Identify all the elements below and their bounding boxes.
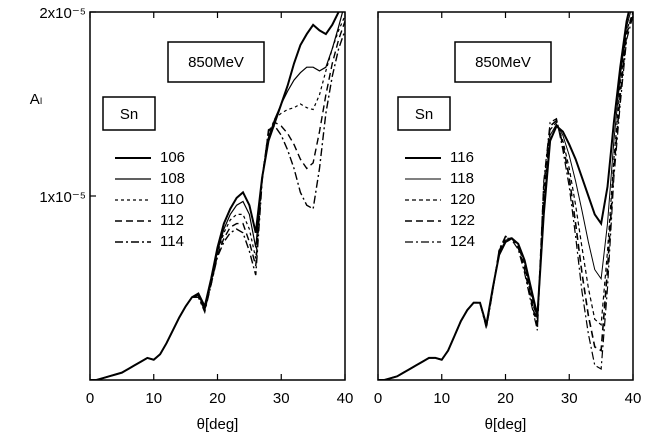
x-tick-label: 30	[273, 390, 290, 407]
nucleus-annotation: Sn	[120, 106, 138, 123]
x-tick-label: 40	[625, 390, 642, 407]
legend-label: 108	[160, 170, 185, 187]
energy-annotation: 850MeV	[475, 54, 531, 71]
x-tick-label: 40	[337, 390, 354, 407]
legend-label: 116	[450, 149, 474, 166]
legend-label: 110	[160, 191, 184, 208]
series-line	[90, 30, 345, 380]
annotation-box	[102, 96, 156, 131]
x-tick-label: 10	[145, 390, 162, 407]
y-tick-label: 2x10⁻⁵	[39, 5, 86, 22]
series-line	[378, 12, 633, 380]
legend-label: 114	[160, 233, 184, 250]
annotation-box	[397, 96, 451, 131]
y-axis-label: Aₗ	[30, 91, 43, 108]
nucleus-annotation: Sn	[415, 106, 433, 123]
annotation-box	[167, 41, 265, 83]
legend-label: 106	[160, 149, 185, 166]
series-line	[378, 15, 633, 380]
annotation-box	[454, 41, 552, 83]
legend-label: 124	[450, 233, 475, 250]
x-tick-label: 0	[86, 390, 94, 407]
energy-annotation: 850MeV	[188, 54, 244, 71]
legend-label: 122	[450, 212, 475, 229]
x-axis-label: θ[deg]	[485, 416, 527, 433]
x-tick-label: 20	[209, 390, 226, 407]
legend-label: 118	[450, 170, 474, 187]
y-tick-label: 1x10⁻⁵	[39, 189, 86, 206]
legend-label: 112	[160, 212, 184, 229]
series-line	[90, 20, 345, 380]
x-tick-label: 0	[374, 390, 382, 407]
x-tick-label: 20	[497, 390, 514, 407]
x-tick-label: 30	[561, 390, 578, 407]
legend-label: 120	[450, 191, 475, 208]
x-axis-label: θ[deg]	[197, 416, 239, 433]
x-tick-label: 10	[433, 390, 450, 407]
